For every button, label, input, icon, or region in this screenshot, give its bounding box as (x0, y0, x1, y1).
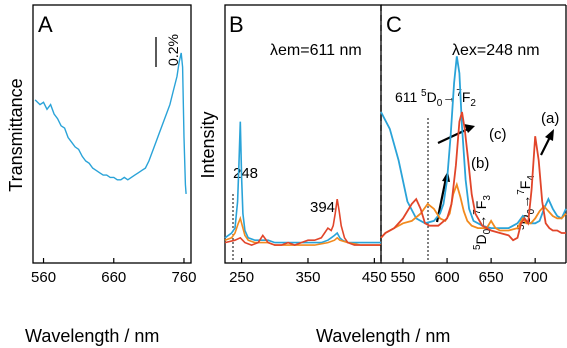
panel-c-x-tick-label-550: 550 (391, 269, 416, 286)
panel-b-x-tick-label-450: 450 (362, 269, 387, 286)
panel-a: A 0.2% Transmittance 560 660 760 (6, 4, 196, 286)
series-label-b: (b) (471, 155, 489, 172)
panel-c: C λex=248 nm 611 5D0→7F2 5D0→7F3 5D0→7F4… (380, 4, 567, 286)
x-axis-label-bc: Wavelength / nm (316, 326, 450, 346)
panel-c-series-c-line (380, 56, 567, 229)
arrow-a-head (545, 129, 554, 141)
transition-label-f2: 5D0→7F2 (421, 88, 476, 109)
panel-c-condition: λex=248 nm (452, 42, 540, 59)
panel-a-x-ticks: 560 660 760 (31, 258, 196, 286)
panel-a-x-tick-label-560: 560 (31, 269, 56, 286)
panel-b-condition: λem=611 nm (270, 42, 362, 59)
panel-b-label: B (229, 12, 244, 37)
panel-c-x-tick-label-650: 650 (479, 269, 504, 286)
panel-c-x-tick-label-600: 600 (435, 269, 460, 286)
panel-b-series-0-line (224, 121, 381, 244)
panel-c-x-ticks: 550 600 650 700 (391, 258, 548, 286)
panel-b-y-axis-label: Intensity (198, 111, 218, 178)
panel-a-x-tick-label-660: 660 (101, 269, 126, 286)
panel-c-annotation-611: 611 (395, 89, 418, 105)
panel-a-y-axis-label: Transmittance (6, 78, 26, 191)
panel-a-series-0-line (34, 52, 187, 194)
panel-a-label: A (38, 12, 53, 37)
arrow-c-head (464, 124, 475, 133)
panel-a-x-axis-label: Wavelength / nm (25, 326, 159, 346)
panel-b-series-1-line (224, 215, 381, 246)
panel-b-annotation-248: 248 (233, 165, 258, 182)
panel-b-annotation-394: 394 (310, 199, 335, 216)
panel-b-x-tick-label-350: 350 (295, 269, 320, 286)
arrow-b-head (442, 171, 450, 182)
panel-a-frame (32, 4, 192, 264)
series-label-c: (c) (489, 126, 507, 143)
panel-c-series-b-line (380, 181, 567, 239)
scale-bar-label: 0.2% (165, 34, 181, 66)
panel-a-x-tick-label-760: 760 (171, 269, 196, 286)
panel-b-x-tick-label-250: 250 (229, 269, 254, 286)
panel-c-series-a-line (380, 111, 566, 242)
panel-c-label: C (386, 12, 402, 37)
panel-b-x-ticks: 250 350 450 (229, 258, 387, 286)
panel-c-x-tick-label-700: 700 (523, 269, 548, 286)
panel-b-series-2-line (224, 198, 381, 246)
panel-b: B λem=611 nm Intensity 248 394 250 350 450 (198, 4, 387, 286)
panel-b-frame (224, 4, 382, 264)
series-label-a: (a) (541, 110, 559, 127)
